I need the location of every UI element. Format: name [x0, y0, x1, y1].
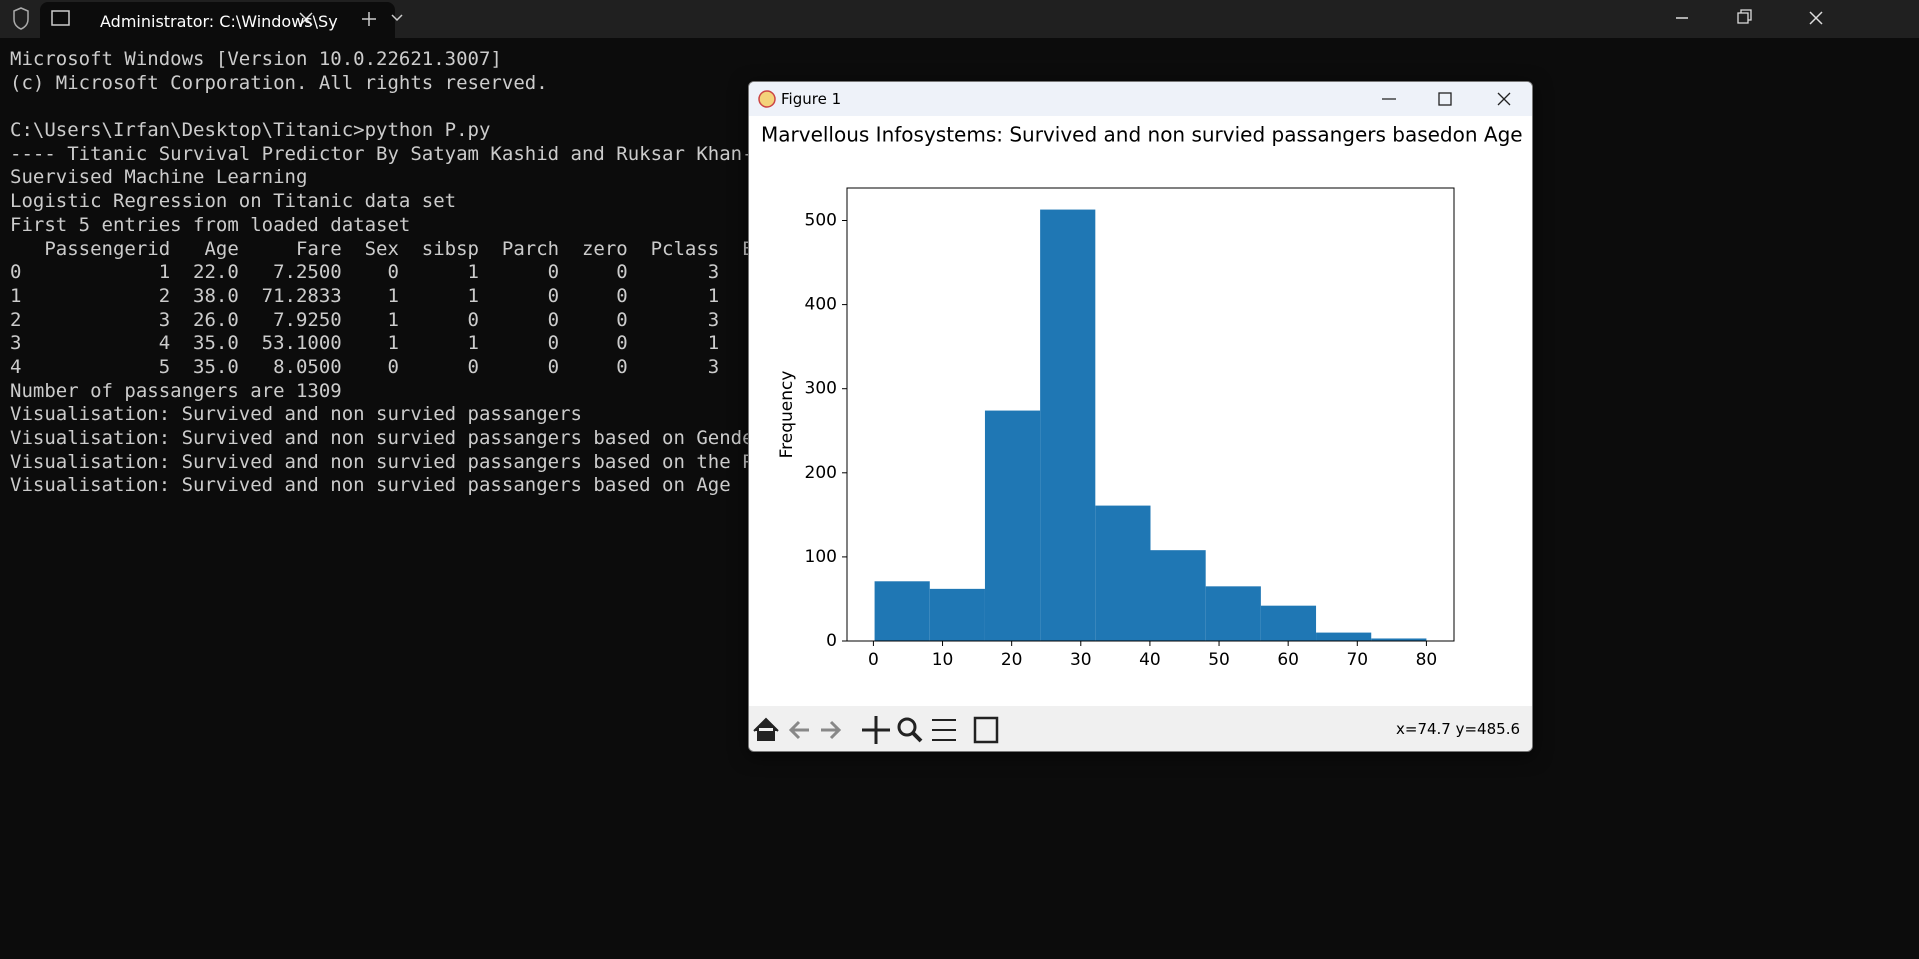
terminal-line: 0 1 22.0 7.2500 0 1 0 0 3: [10, 261, 720, 284]
terminal-line: ---- Titanic Survival Predictor By Satya…: [10, 142, 754, 165]
terminal-line: Suervised Machine Learning: [10, 166, 308, 189]
figure-title: Figure 1: [781, 90, 842, 108]
bar: [984, 410, 1041, 641]
tab-bar: Administrator: C:\Windows\Sy: [0, 0, 1919, 38]
bar: [1371, 638, 1427, 641]
blank-line: [10, 95, 754, 119]
terminal-line: Visualisation: Survived and non survied …: [10, 427, 754, 449]
terminal-line: 1 2 38.0 71.2833 1 1 0 0 1: [10, 284, 720, 307]
chart: Marvellous Infosystems: Survived and non…: [761, 123, 1523, 671]
bar: [1316, 632, 1372, 641]
terminal-line: 3 4 35.0 53.1000 1 1 0 0 1: [10, 332, 720, 355]
bar: [929, 588, 985, 641]
tab-bar-icons: [13, 7, 1823, 30]
terminal-line: Microsoft Windows [Version 10.0.22621.30…: [10, 48, 502, 70]
bar: [1150, 550, 1206, 641]
x-tick-label: 20: [1001, 650, 1023, 670]
bar: [1260, 605, 1317, 641]
terminal: Microsoft Windows [Version 10.0.22621.30…: [10, 48, 754, 498]
terminal-line: Logistic Regression on Titanic data set: [10, 190, 457, 213]
terminal-line: (c) Microsoft Corporation. All rights re…: [10, 71, 548, 94]
x-tick-label: 40: [1139, 650, 1161, 670]
bar: [1205, 586, 1261, 641]
x-tick-label: 10: [932, 650, 954, 670]
terminal-line: Number of passangers are 1309: [10, 379, 342, 402]
figure-title-bar: Figure 1: [749, 82, 1532, 116]
x-tick-label: 60: [1277, 650, 1299, 670]
y-tick-label: 0: [826, 631, 837, 651]
x-tick-label: 0: [868, 650, 879, 670]
terminal-line: 4 5 35.0 8.0500 0 0 0 0 3: [10, 355, 720, 378]
y-tick-label: 300: [805, 379, 837, 399]
y-tick-label: 400: [805, 295, 837, 315]
figure-window: Figure 1 Marvellous Infosystems: Survive…: [748, 81, 1533, 752]
toolbar-icons: [753, 716, 999, 744]
chart-title: Marvellous Infosystems: Survived and non…: [761, 123, 1523, 147]
x-tick-label: 50: [1208, 650, 1230, 670]
y-axis-label: Frequency: [777, 371, 797, 459]
terminal-line: First 5 entries from loaded dataset: [10, 213, 411, 236]
bar: [1040, 209, 1096, 642]
y-tick-label: 100: [805, 547, 837, 567]
tab-icons: [51, 10, 376, 26]
y-tick-label: 200: [805, 463, 837, 483]
axes-frame: [846, 187, 1455, 642]
terminal-line: C:\Users\Irfan\Desktop\Titanic>python P.…: [10, 119, 491, 142]
status-text: x=74.7 y=485.6: [1396, 720, 1520, 738]
x-tick-label: 70: [1346, 650, 1368, 670]
terminal-line: Visualisation: Survived and non survied …: [10, 450, 754, 473]
terminal-line: Visualisation: Survived and non survied …: [10, 474, 731, 497]
tab-title: Administrator: C:\Windows\Sy: [100, 12, 338, 31]
terminal-line: Passengerid Age Fare Sex sibsp Parch zer…: [10, 237, 754, 260]
bar: [874, 581, 930, 641]
x-tick-label: 80: [1416, 650, 1438, 670]
dropdown[interactable]: [380, 0, 420, 38]
terminal-line: 2 3 26.0 7.9250 1 0 0 0 3: [10, 308, 720, 331]
toolbar: x=74.7 y=485.6: [749, 706, 1532, 751]
figure-controls: [758, 90, 1511, 108]
x-tick-label: 30: [1070, 650, 1092, 670]
bar: [1095, 505, 1151, 641]
terminal-line: Visualisation: Survived and non survied …: [10, 403, 582, 426]
tab[interactable]: Administrator: C:\Windows\Sy: [40, 2, 395, 38]
y-tick-label: 500: [805, 211, 837, 231]
